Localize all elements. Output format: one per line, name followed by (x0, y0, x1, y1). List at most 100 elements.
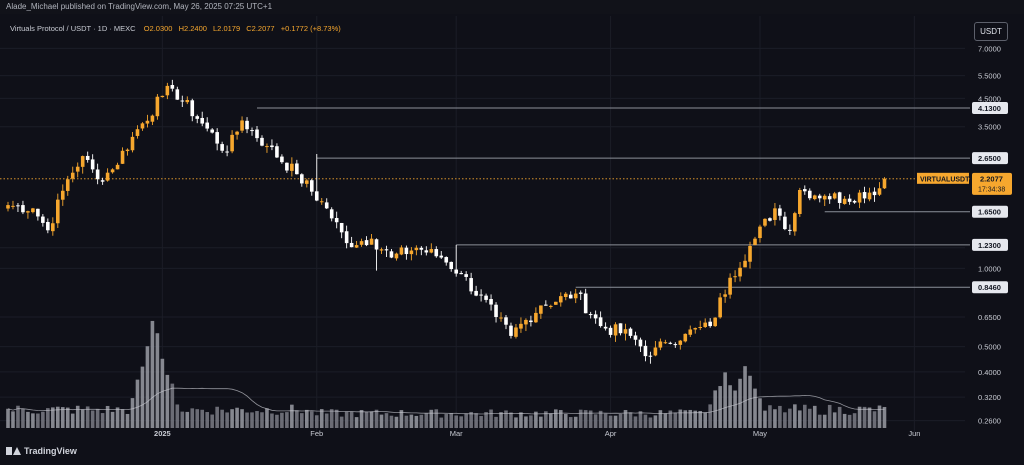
candle-body (130, 136, 135, 151)
candle (668, 341, 673, 345)
volume-bar (60, 407, 65, 428)
candle (454, 244, 458, 277)
candle-body (404, 247, 409, 255)
candle (349, 236, 354, 248)
candle (812, 194, 817, 201)
candle-body (668, 342, 673, 344)
candle-body (698, 327, 703, 329)
candle (683, 333, 688, 343)
chart-grid (0, 16, 965, 432)
candle (534, 307, 538, 323)
volume-bar (758, 398, 762, 428)
price-tick-label: 0.5000 (978, 343, 1001, 352)
candle (798, 187, 802, 217)
candle (763, 218, 767, 228)
candle-body (70, 172, 75, 179)
candle-body (703, 322, 707, 328)
candle-body (374, 239, 379, 250)
volume-bar (504, 410, 508, 428)
volume-bar (205, 412, 209, 428)
candle (708, 318, 712, 328)
time-tick-label: 2025 (154, 429, 171, 438)
candle (26, 210, 30, 219)
candle-body (683, 333, 688, 342)
price-chart[interactable]: 7.00005.50004.50003.50001.20001.00000.65… (0, 0, 1024, 440)
candle (857, 189, 862, 209)
volume-bar (215, 406, 219, 428)
candle (359, 238, 364, 247)
candle (643, 340, 648, 362)
volume-bar (265, 408, 269, 428)
candle (16, 203, 20, 213)
candle-body (882, 178, 887, 189)
horizontal-levels (0, 107, 970, 288)
candle (344, 225, 349, 249)
candle-body (484, 295, 488, 300)
volume-bar (519, 412, 523, 428)
candle-body (90, 159, 95, 170)
candle-body (41, 216, 45, 223)
volume-bar (524, 416, 528, 428)
price-tick-label: 5.5000 (978, 72, 1001, 81)
candle-body (817, 195, 822, 199)
candle-body (105, 172, 110, 181)
candle-body (444, 257, 449, 263)
tradingview-logo[interactable]: TradingView (6, 446, 77, 456)
candle (120, 147, 125, 165)
volume-bar (583, 410, 588, 428)
volume-bar (105, 405, 110, 428)
volume-bar (165, 374, 170, 428)
candle-body (100, 180, 105, 182)
candle-body (429, 249, 434, 253)
candle (753, 236, 757, 246)
volume-bar (643, 414, 648, 428)
candle (90, 154, 95, 173)
candle (354, 240, 359, 249)
volume-bar (688, 409, 693, 428)
candle (215, 128, 219, 151)
volume-bar (145, 346, 150, 428)
volume-bar (454, 415, 458, 428)
candle-body (414, 247, 419, 251)
volume-bar (872, 411, 877, 428)
candle-body (160, 95, 165, 98)
candle-body (359, 241, 364, 245)
candle-body (175, 89, 180, 100)
candle (110, 168, 115, 174)
publish-bar (0, 0, 1024, 14)
candle (703, 318, 707, 329)
candle-body (628, 328, 633, 336)
candle (484, 293, 488, 303)
volume-bar (120, 409, 125, 428)
candle (379, 247, 384, 254)
volume-bar (778, 405, 782, 428)
volume-bar (434, 409, 439, 428)
volume-bar (160, 358, 165, 428)
volume-bar (409, 414, 414, 428)
candle (807, 188, 812, 201)
candle (130, 131, 135, 153)
candle-body (827, 196, 832, 200)
candle (60, 184, 65, 206)
candle (862, 186, 867, 204)
candle-body (688, 329, 693, 335)
volume-bar (210, 414, 214, 428)
candle-body (613, 324, 618, 336)
currency-button[interactable]: USDT (974, 22, 1008, 41)
candle-body (51, 223, 55, 232)
volume-bar (857, 406, 862, 428)
candle-body (46, 221, 50, 231)
candle-body (788, 229, 792, 231)
candle-body (588, 314, 593, 316)
candle-body (349, 242, 354, 248)
candle (434, 246, 439, 258)
price-tick-label: 1.0000 (978, 264, 1001, 273)
volume-bar (349, 411, 354, 428)
candle-body (842, 198, 847, 204)
candle (882, 177, 887, 189)
candle (115, 162, 120, 170)
candle (85, 151, 90, 163)
candle-body (185, 99, 190, 103)
candle (260, 135, 264, 147)
volume-bar (394, 416, 399, 428)
